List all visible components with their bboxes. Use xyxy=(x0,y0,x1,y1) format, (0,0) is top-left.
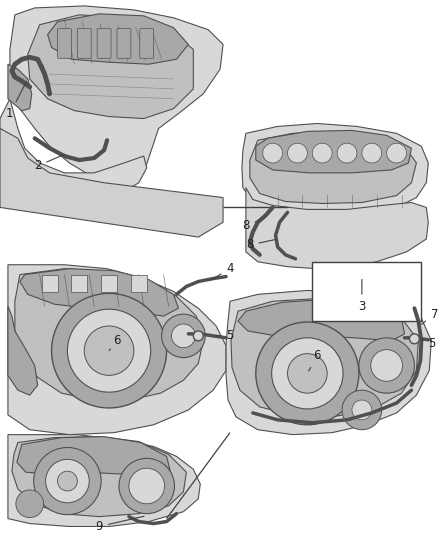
Polygon shape xyxy=(231,298,418,417)
Text: 4: 4 xyxy=(211,262,234,280)
Polygon shape xyxy=(20,269,178,316)
FancyBboxPatch shape xyxy=(97,29,111,58)
Polygon shape xyxy=(17,437,170,479)
Bar xyxy=(101,274,117,293)
Polygon shape xyxy=(12,437,187,516)
Circle shape xyxy=(119,458,174,514)
Polygon shape xyxy=(226,290,431,434)
Text: 9: 9 xyxy=(95,516,144,533)
Circle shape xyxy=(34,448,101,515)
Circle shape xyxy=(371,350,403,381)
Circle shape xyxy=(287,353,327,393)
Polygon shape xyxy=(8,434,200,527)
Circle shape xyxy=(263,143,283,163)
FancyBboxPatch shape xyxy=(117,29,131,58)
FancyBboxPatch shape xyxy=(140,29,154,58)
Polygon shape xyxy=(48,14,188,64)
Circle shape xyxy=(46,459,89,503)
Text: 7: 7 xyxy=(421,308,438,324)
Bar xyxy=(71,274,87,293)
Polygon shape xyxy=(10,6,223,183)
Text: 3: 3 xyxy=(358,279,366,313)
Circle shape xyxy=(129,468,165,504)
Circle shape xyxy=(67,309,151,392)
Circle shape xyxy=(342,390,381,430)
Text: 8: 8 xyxy=(242,219,260,232)
Circle shape xyxy=(287,143,307,163)
Circle shape xyxy=(162,314,205,358)
Bar xyxy=(131,274,147,293)
Polygon shape xyxy=(0,99,147,212)
Polygon shape xyxy=(8,306,38,395)
Text: 8: 8 xyxy=(246,238,275,252)
Polygon shape xyxy=(250,131,417,204)
Bar xyxy=(42,274,57,293)
Polygon shape xyxy=(15,269,203,400)
Circle shape xyxy=(359,338,414,393)
Polygon shape xyxy=(0,128,223,237)
Circle shape xyxy=(362,143,381,163)
Polygon shape xyxy=(246,188,428,269)
Circle shape xyxy=(16,490,44,518)
FancyBboxPatch shape xyxy=(57,29,71,58)
Text: 2: 2 xyxy=(34,154,65,173)
Text: 6: 6 xyxy=(109,334,121,351)
Circle shape xyxy=(387,143,406,163)
FancyBboxPatch shape xyxy=(312,262,421,321)
Circle shape xyxy=(256,322,359,425)
Circle shape xyxy=(84,326,134,375)
Polygon shape xyxy=(238,300,405,341)
Circle shape xyxy=(57,471,78,491)
Text: 6: 6 xyxy=(309,349,321,371)
Polygon shape xyxy=(242,124,428,212)
Circle shape xyxy=(272,338,343,409)
FancyBboxPatch shape xyxy=(78,29,91,58)
Circle shape xyxy=(337,143,357,163)
Polygon shape xyxy=(256,131,411,173)
Circle shape xyxy=(352,400,372,420)
Text: 1: 1 xyxy=(6,82,26,120)
Polygon shape xyxy=(28,15,193,118)
Text: 5: 5 xyxy=(421,337,436,350)
Circle shape xyxy=(52,293,166,408)
Text: 5: 5 xyxy=(216,329,234,342)
Polygon shape xyxy=(8,265,226,434)
Circle shape xyxy=(193,331,203,341)
Circle shape xyxy=(410,334,419,344)
Circle shape xyxy=(312,143,332,163)
Polygon shape xyxy=(8,64,32,111)
Circle shape xyxy=(172,324,195,348)
